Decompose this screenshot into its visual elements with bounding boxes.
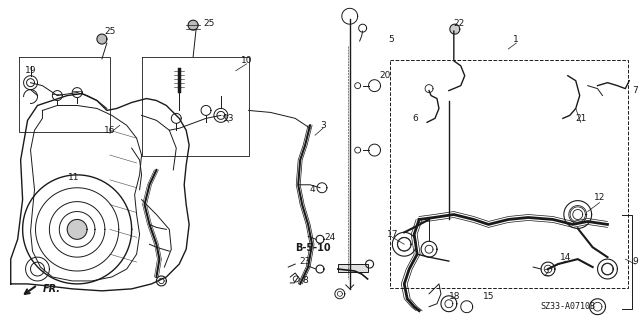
Text: 25: 25 bbox=[104, 26, 116, 36]
Text: 22: 22 bbox=[453, 19, 465, 28]
Text: 11: 11 bbox=[68, 173, 80, 182]
Text: 8: 8 bbox=[302, 277, 308, 286]
Text: 3: 3 bbox=[320, 121, 326, 130]
Bar bbox=[338, 264, 367, 272]
Text: 17: 17 bbox=[387, 230, 398, 239]
Text: 19: 19 bbox=[25, 66, 36, 75]
Text: FR.: FR. bbox=[42, 284, 60, 294]
Text: SZ33-A0710B: SZ33-A0710B bbox=[540, 302, 595, 311]
Polygon shape bbox=[97, 34, 107, 44]
Polygon shape bbox=[450, 24, 460, 34]
Text: 23: 23 bbox=[300, 256, 311, 266]
Text: 13: 13 bbox=[223, 114, 234, 123]
Polygon shape bbox=[67, 219, 87, 239]
Text: 16: 16 bbox=[104, 126, 116, 135]
Polygon shape bbox=[188, 20, 198, 30]
Text: 21: 21 bbox=[575, 114, 586, 123]
Text: 20: 20 bbox=[380, 71, 391, 80]
Text: 1: 1 bbox=[513, 34, 519, 44]
Text: B-5-10: B-5-10 bbox=[295, 243, 331, 253]
Text: 2: 2 bbox=[543, 270, 549, 278]
Text: 9: 9 bbox=[632, 256, 638, 266]
Text: 5: 5 bbox=[388, 34, 394, 44]
Text: 12: 12 bbox=[594, 193, 605, 202]
Text: 18: 18 bbox=[449, 292, 461, 301]
Text: 24: 24 bbox=[324, 233, 335, 242]
Text: 14: 14 bbox=[560, 253, 572, 262]
Text: 4: 4 bbox=[309, 185, 315, 194]
Text: 15: 15 bbox=[483, 292, 494, 301]
Text: 25: 25 bbox=[204, 19, 214, 28]
Text: 7: 7 bbox=[632, 86, 638, 95]
Text: 6: 6 bbox=[412, 114, 418, 123]
Bar bbox=[390, 60, 628, 287]
Text: 10: 10 bbox=[241, 56, 252, 65]
